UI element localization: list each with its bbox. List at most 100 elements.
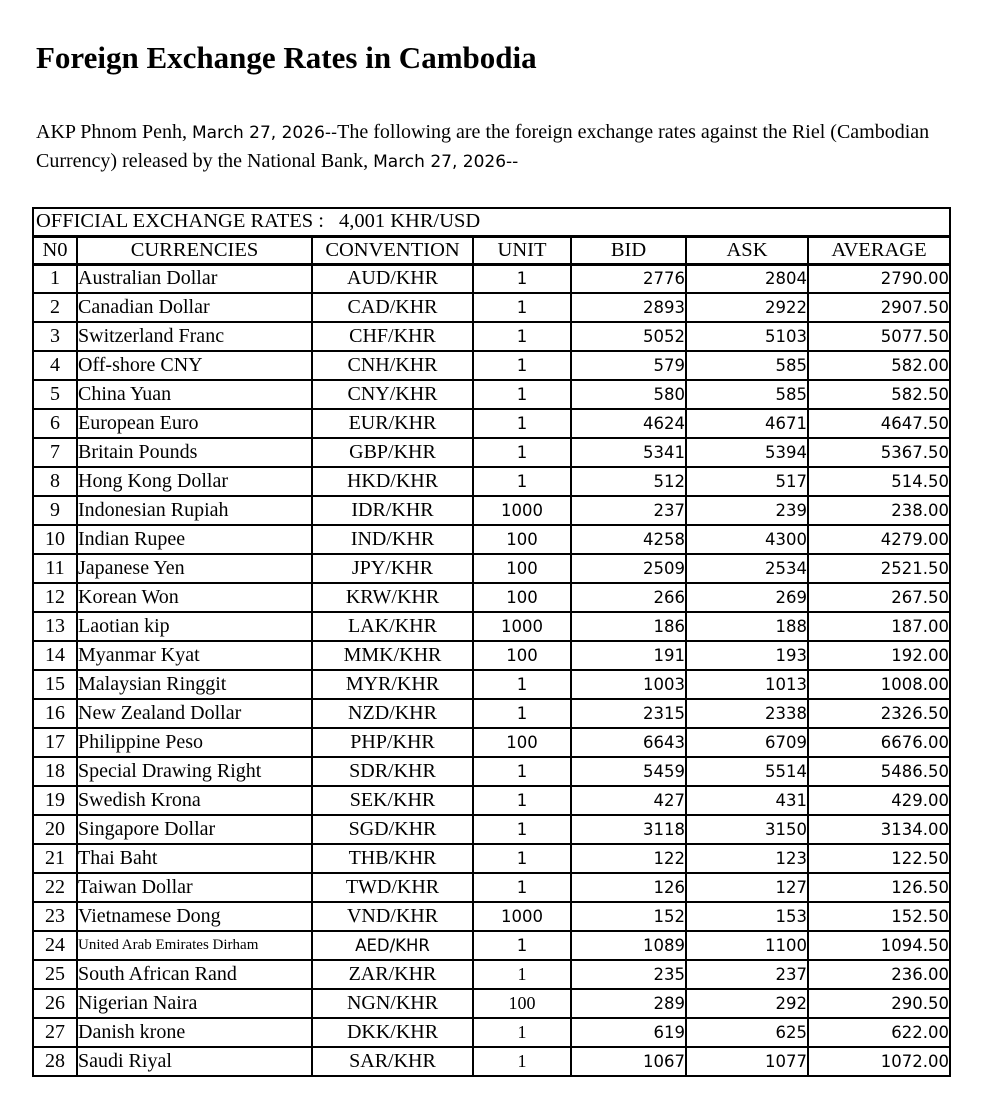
unit-cell: 1 bbox=[472, 930, 572, 961]
row-number-cell: 8 bbox=[32, 466, 78, 497]
convention-cell: AED/KHR bbox=[311, 930, 474, 961]
bid-cell: 512 bbox=[570, 466, 687, 497]
convention-cell: DKK/KHR bbox=[311, 1017, 474, 1048]
average-cell: 6676.00 bbox=[807, 727, 951, 758]
average-cell: 152.50 bbox=[807, 901, 951, 932]
col-header-bid: BID bbox=[570, 235, 687, 266]
convention-cell: HKD/KHR bbox=[311, 466, 474, 497]
currency-cell: United Arab Emirates Dirham bbox=[76, 930, 313, 961]
table-row: 10 Indian Rupee IND/KHR 100 4258 4300 4279.00 bbox=[32, 524, 951, 555]
row-number-cell: 25 bbox=[32, 959, 78, 990]
unit-cell: 100 bbox=[472, 524, 572, 555]
bid-cell: 122 bbox=[570, 843, 687, 874]
ask-cell: 123 bbox=[685, 843, 809, 874]
average-cell: 187.00 bbox=[807, 611, 951, 642]
currency-cell: Malaysian Ringgit bbox=[76, 669, 313, 700]
convention-cell: JPY/KHR bbox=[311, 553, 474, 584]
row-number-cell: 21 bbox=[32, 843, 78, 874]
table-row: 11 Japanese Yen JPY/KHR 100 2509 2534 2521.50 bbox=[32, 553, 951, 584]
bid-cell: 427 bbox=[570, 785, 687, 816]
bid-cell: 1067 bbox=[570, 1046, 687, 1077]
bid-cell: 1003 bbox=[570, 669, 687, 700]
unit-cell: 1 bbox=[472, 756, 572, 787]
ask-cell: 5394 bbox=[685, 437, 809, 468]
unit-cell: 1000 bbox=[472, 901, 572, 932]
ask-cell: 2922 bbox=[685, 292, 809, 323]
table-row: 4 Off-shore CNY CNH/KHR 1 579 585 582.00 bbox=[32, 350, 951, 381]
unit-cell: 1 bbox=[472, 292, 572, 323]
table-row: 6 European Euro EUR/KHR 1 4624 4671 4647.50 bbox=[32, 408, 951, 439]
convention-cell: AUD/KHR bbox=[311, 263, 474, 294]
bid-cell: 2315 bbox=[570, 698, 687, 729]
currency-cell: Nigerian Naira bbox=[76, 988, 313, 1019]
unit-cell: 1 bbox=[472, 1017, 572, 1048]
convention-cell: SEK/KHR bbox=[311, 785, 474, 816]
table-row: 5 China Yuan CNY/KHR 1 580 585 582.50 bbox=[32, 379, 951, 410]
currency-cell: Thai Baht bbox=[76, 843, 313, 874]
bid-cell: 191 bbox=[570, 640, 687, 671]
average-cell: 2326.50 bbox=[807, 698, 951, 729]
convention-cell: SGD/KHR bbox=[311, 814, 474, 845]
currency-cell: Laotian kip bbox=[76, 611, 313, 642]
bid-cell: 5341 bbox=[570, 437, 687, 468]
convention-cell: PHP/KHR bbox=[311, 727, 474, 758]
currency-cell: Philippine Peso bbox=[76, 727, 313, 758]
table-row: 18 Special Drawing Right SDR/KHR 1 5459 5514 5… bbox=[32, 756, 951, 787]
unit-cell: 1 bbox=[472, 408, 572, 439]
intro-date-2: March 27, 2026-- bbox=[373, 152, 519, 172]
bid-cell: 4624 bbox=[570, 408, 687, 439]
currency-cell: Saudi Riyal bbox=[76, 1046, 313, 1077]
table-row: 1 Australian Dollar AUD/KHR 1 2776 2804 2790.0… bbox=[32, 263, 951, 294]
intro-body: The following are the foreign exchange r… bbox=[36, 121, 930, 172]
unit-cell: 1 bbox=[472, 466, 572, 497]
average-cell: 2790.00 bbox=[807, 263, 951, 294]
average-cell: 267.50 bbox=[807, 582, 951, 613]
exchange-rates-table: OFFICIAL EXCHANGE RATES : 4,001 KHR/USD N… bbox=[32, 207, 951, 1077]
bid-cell: 5052 bbox=[570, 321, 687, 352]
row-number-cell: 1 bbox=[32, 263, 78, 294]
convention-cell: CNH/KHR bbox=[311, 350, 474, 381]
table-row: 24 United Arab Emirates Dirham AED/KHR 1 108… bbox=[32, 930, 951, 961]
currency-cell: Singapore Dollar bbox=[76, 814, 313, 845]
row-number-cell: 26 bbox=[32, 988, 78, 1019]
unit-cell: 1000 bbox=[472, 611, 572, 642]
average-cell: 290.50 bbox=[807, 988, 951, 1019]
ask-cell: 2804 bbox=[685, 263, 809, 294]
convention-cell: SDR/KHR bbox=[311, 756, 474, 787]
row-number-cell: 12 bbox=[32, 582, 78, 613]
ask-cell: 1100 bbox=[685, 930, 809, 961]
unit-cell: 1 bbox=[472, 437, 572, 468]
table-row: 28 Saudi Riyal SAR/KHR 1 1067 1077 1072.00 bbox=[32, 1046, 951, 1077]
table-row: 15 Malaysian Ringgit MYR/KHR 1 1003 1013 1008.… bbox=[32, 669, 951, 700]
unit-cell: 1 bbox=[472, 785, 572, 816]
row-number-cell: 27 bbox=[32, 1017, 78, 1048]
currency-cell: Indonesian Rupiah bbox=[76, 495, 313, 526]
bid-cell: 237 bbox=[570, 495, 687, 526]
row-number-cell: 19 bbox=[32, 785, 78, 816]
bid-cell: 266 bbox=[570, 582, 687, 613]
row-number-cell: 5 bbox=[32, 379, 78, 410]
unit-cell: 1000 bbox=[472, 495, 572, 526]
convention-cell: LAK/KHR bbox=[311, 611, 474, 642]
col-header-currencies: CURRENCIES bbox=[76, 235, 313, 266]
average-cell: 5367.50 bbox=[807, 437, 951, 468]
convention-cell: NGN/KHR bbox=[311, 988, 474, 1019]
ask-cell: 5514 bbox=[685, 756, 809, 787]
convention-cell: CNY/KHR bbox=[311, 379, 474, 410]
ask-cell: 2338 bbox=[685, 698, 809, 729]
average-cell: 622.00 bbox=[807, 1017, 951, 1048]
row-number-cell: 14 bbox=[32, 640, 78, 671]
unit-cell: 1 bbox=[472, 321, 572, 352]
row-number-cell: 4 bbox=[32, 350, 78, 381]
convention-cell: TWD/KHR bbox=[311, 872, 474, 903]
table-row: 27 Danish krone DKK/KHR 1 619 625 622.00 bbox=[32, 1017, 951, 1048]
convention-cell: KRW/KHR bbox=[311, 582, 474, 613]
convention-cell: EUR/KHR bbox=[311, 408, 474, 439]
intro-prefix: AKP Phnom Penh, bbox=[36, 121, 192, 143]
table-row: 9 Indonesian Rupiah IDR/KHR 1000 237 239 238.0… bbox=[32, 495, 951, 526]
col-header-ask: ASK bbox=[685, 235, 809, 266]
average-cell: 582.50 bbox=[807, 379, 951, 410]
ask-cell: 153 bbox=[685, 901, 809, 932]
unit-cell: 1 bbox=[472, 669, 572, 700]
ask-cell: 269 bbox=[685, 582, 809, 613]
